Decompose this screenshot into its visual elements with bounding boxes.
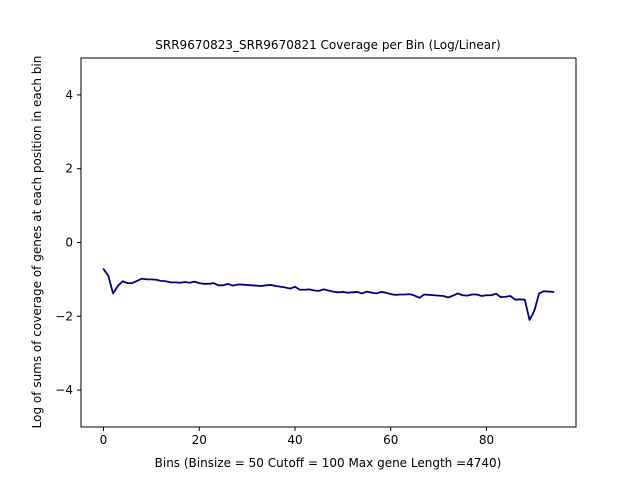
x-tick-label: 60: [383, 433, 398, 447]
x-tick-label: 80: [479, 433, 494, 447]
y-tick-label: −4: [55, 383, 73, 397]
y-tick-label: 0: [65, 236, 73, 250]
x-tick-label: 20: [192, 433, 207, 447]
chart-title: SRR9670823_SRR9670821 Coverage per Bin (…: [155, 38, 500, 52]
x-tick-label: 40: [287, 433, 302, 447]
x-axis-label: Bins (Binsize = 50 Cutoff = 100 Max gene…: [155, 456, 502, 470]
plot-area: 0 20 40 60 80 −4 −2 0 2 4: [55, 57, 577, 447]
series-line-0: [102, 268, 555, 321]
y-axis-label: Log of sums of coverage of genes at each…: [30, 56, 44, 429]
y-tick-label: 2: [65, 162, 73, 176]
y-tick-label: −2: [55, 309, 73, 323]
x-tick-label: 0: [100, 433, 108, 447]
y-tick-label: 4: [65, 88, 73, 102]
